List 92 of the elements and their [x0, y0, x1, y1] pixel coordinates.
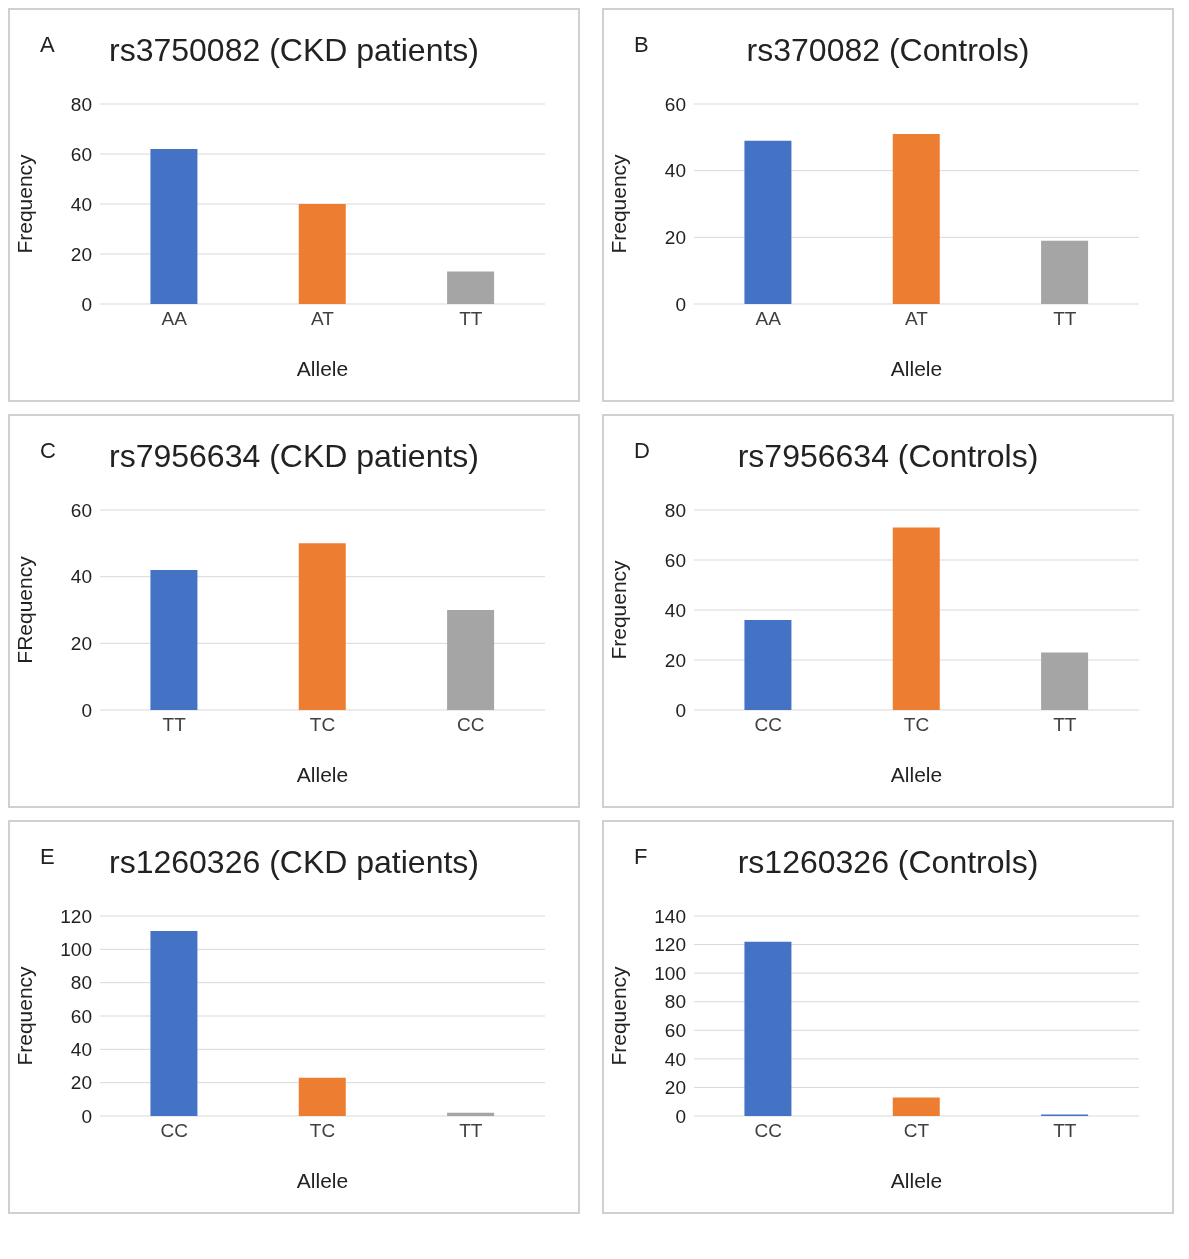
- y-tick-label: 0: [675, 293, 686, 315]
- chart-title: rs370082 (Controls): [746, 32, 1030, 68]
- y-tick-label: 0: [81, 293, 92, 315]
- x-tick-label: TT: [459, 308, 483, 330]
- y-tick-label: 80: [70, 93, 92, 115]
- y-axis-title: Frequency: [13, 153, 37, 254]
- y-tick-label: 20: [70, 1072, 92, 1094]
- y-axis-title: Frequency: [607, 559, 631, 660]
- x-tick-label: CT: [903, 1120, 930, 1142]
- text: F: [634, 844, 648, 870]
- y-tick-label: 40: [664, 160, 686, 182]
- y-axis-title: FRequency: [13, 555, 37, 664]
- bar: [150, 570, 198, 710]
- y-tick-label: 60: [664, 93, 686, 115]
- y-tick-label: 20: [664, 649, 686, 671]
- bar: [298, 543, 346, 710]
- bar: [447, 1112, 495, 1116]
- y-axis-title: Frequency: [607, 965, 631, 1066]
- chart-title: rs7956634 (CKD patients): [109, 438, 479, 474]
- bar: [447, 271, 495, 304]
- y-tick-label: 40: [70, 566, 92, 588]
- y-tick-label: 120: [654, 934, 686, 956]
- y-tick-label: 100: [60, 939, 92, 961]
- bar: [744, 620, 792, 710]
- x-tick-label: TC: [309, 714, 336, 736]
- x-tick-label: TT: [1053, 308, 1077, 330]
- text: C: [40, 438, 56, 464]
- x-axis-title: Allele: [890, 1169, 943, 1192]
- bar: [298, 1077, 346, 1116]
- bar: [744, 941, 792, 1116]
- y-tick-label: 60: [70, 143, 92, 165]
- x-axis-title: Allele: [296, 1169, 349, 1192]
- y-tick-label: 80: [664, 991, 686, 1013]
- y-tick-label: 20: [664, 227, 686, 249]
- x-axis-title: Allele: [890, 357, 943, 380]
- y-tick-label: 0: [675, 1105, 686, 1127]
- x-tick-label: CC: [754, 1120, 782, 1142]
- y-tick-label: 20: [70, 633, 92, 655]
- bar: [892, 134, 940, 304]
- x-tick-label: AA: [161, 308, 188, 330]
- x-tick-label: AT: [905, 308, 929, 330]
- x-tick-label: TC: [903, 714, 930, 736]
- text: E: [40, 844, 55, 870]
- y-tick-label: 40: [70, 1039, 92, 1061]
- y-tick-label: 0: [675, 699, 686, 721]
- y-tick-label: 60: [70, 499, 92, 521]
- text: B: [634, 32, 649, 58]
- chart-title: rs1260326 (CKD patients): [109, 844, 479, 880]
- bar: [744, 140, 792, 304]
- x-tick-label: TT: [162, 714, 187, 736]
- x-tick-label: AA: [755, 308, 782, 330]
- y-axis-title: Frequency: [13, 965, 37, 1066]
- y-tick-label: 60: [70, 1005, 92, 1027]
- y-tick-label: 40: [664, 1048, 686, 1070]
- x-tick-label: CC: [160, 1120, 188, 1142]
- y-tick-label: 120: [60, 905, 92, 927]
- bar: [150, 931, 198, 1116]
- y-tick-label: 20: [664, 1077, 686, 1099]
- y-tick-label: 60: [664, 1020, 686, 1042]
- bar: [298, 204, 346, 304]
- text: D: [634, 438, 650, 464]
- bar: [1041, 652, 1089, 710]
- bar: [892, 1097, 940, 1116]
- y-tick-label: 20: [70, 243, 92, 265]
- chart-title: rs3750082 (CKD patients): [109, 32, 479, 68]
- bar: [1041, 240, 1089, 304]
- x-tick-label: AT: [311, 308, 335, 330]
- x-axis-title: Allele: [296, 763, 349, 786]
- x-tick-label: TT: [1053, 1120, 1077, 1142]
- x-tick-label: CC: [754, 714, 782, 736]
- x-tick-label: CC: [457, 714, 485, 736]
- bar: [150, 149, 198, 304]
- x-tick-label: TC: [309, 1120, 336, 1142]
- y-tick-label: 80: [70, 972, 92, 994]
- y-tick-label: 100: [654, 962, 686, 984]
- bar: [892, 527, 940, 710]
- bar: [447, 610, 495, 710]
- y-tick-label: 60: [664, 549, 686, 571]
- y-tick-label: 40: [70, 193, 92, 215]
- chart-title: rs7956634 (Controls): [737, 438, 1039, 474]
- x-tick-label: TT: [459, 1120, 483, 1142]
- y-tick-label: 0: [81, 1105, 92, 1127]
- text: A: [40, 32, 55, 58]
- y-tick-label: 40: [664, 599, 686, 621]
- chart-title: rs1260326 (Controls): [737, 844, 1039, 880]
- y-tick-label: 140: [654, 905, 686, 927]
- x-axis-title: Allele: [890, 763, 943, 786]
- y-tick-label: 80: [664, 499, 686, 521]
- x-tick-label: TT: [1053, 714, 1077, 736]
- x-axis-title: Allele: [296, 357, 349, 380]
- y-tick-label: 0: [81, 699, 92, 721]
- y-axis-title: Frequency: [607, 153, 631, 254]
